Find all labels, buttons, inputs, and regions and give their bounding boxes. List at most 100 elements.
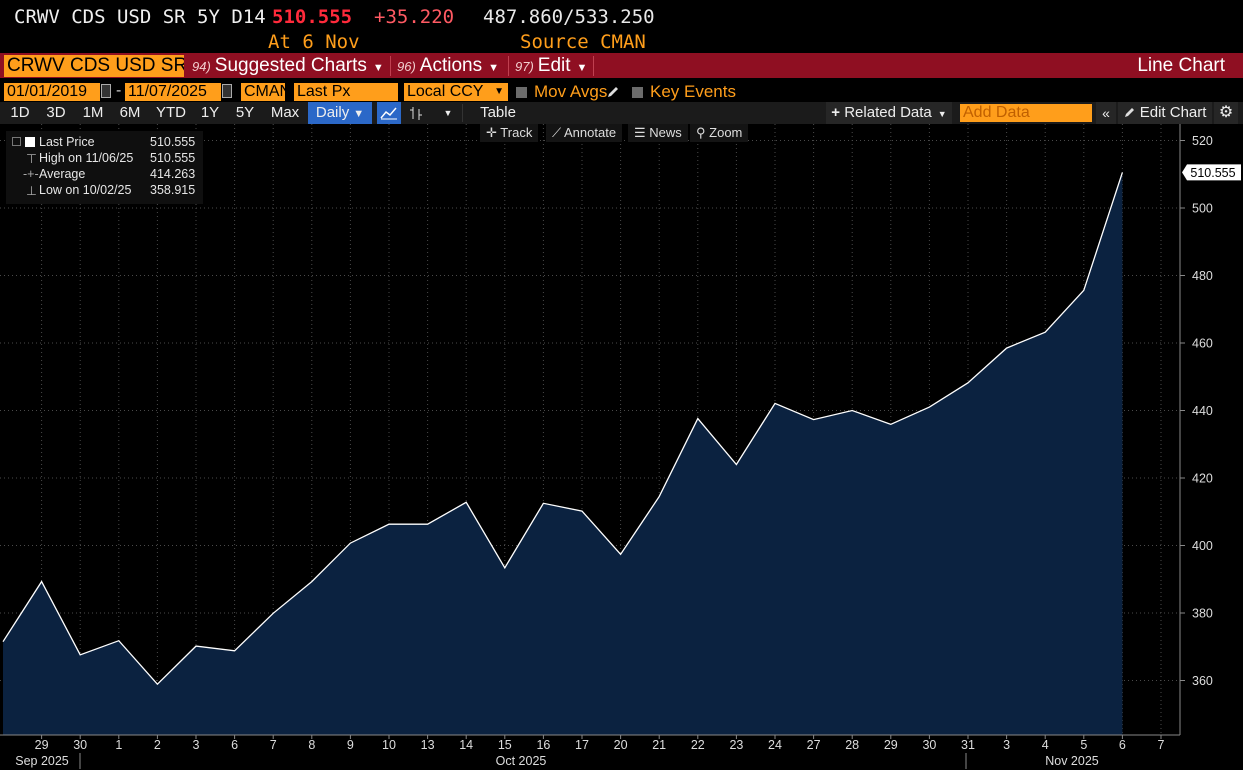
menu-number: 94) bbox=[192, 59, 211, 74]
y-tick-label: 380 bbox=[1192, 607, 1213, 621]
end-date-field[interactable]: 11/07/2025 bbox=[125, 83, 221, 101]
start-date-field[interactable]: 01/01/2019 bbox=[4, 83, 100, 101]
period-1y[interactable]: 1Y bbox=[200, 104, 220, 121]
x-tick-label: 20 bbox=[614, 738, 628, 752]
legend-label: Average bbox=[39, 167, 86, 181]
legend-label: Low on 10/02/25 bbox=[39, 183, 132, 197]
x-tick-label: 28 bbox=[845, 738, 859, 752]
bar-chart-icon[interactable] bbox=[404, 102, 428, 124]
x-tick-label: 3 bbox=[1003, 738, 1010, 752]
x-tick-label: 1 bbox=[115, 738, 122, 752]
suggested-charts-menu[interactable]: 94) Suggested Charts ▼ bbox=[192, 53, 384, 78]
menu-divider bbox=[508, 56, 509, 76]
period-6m[interactable]: 6M bbox=[119, 104, 141, 121]
y-tick-label: 360 bbox=[1192, 674, 1213, 688]
pricing-source: Source CMAN bbox=[520, 31, 646, 53]
plus-icon: + bbox=[831, 104, 841, 121]
calendar-icon[interactable] bbox=[222, 84, 232, 98]
caret-down-icon: ▼ bbox=[937, 109, 947, 119]
legend-label: High on 11/06/25 bbox=[39, 151, 134, 165]
security-field[interactable]: CRWV CDS USD SR 5Y D14 bbox=[4, 55, 184, 77]
x-tick-label: 6 bbox=[231, 738, 238, 752]
x-tick-label: 14 bbox=[459, 738, 473, 752]
month-label: Nov 2025 bbox=[1045, 754, 1099, 768]
related-data-button[interactable]: + Related Data ▼ bbox=[826, 102, 952, 124]
x-tick-label: 5 bbox=[1080, 738, 1087, 752]
edit-chart-label: Edit Chart bbox=[1139, 104, 1207, 121]
x-tick-label: 7 bbox=[270, 738, 277, 752]
collapse-legend-icon[interactable] bbox=[12, 137, 21, 146]
x-tick-label: 29 bbox=[884, 738, 898, 752]
key-events-checkbox[interactable] bbox=[632, 87, 643, 98]
zoom-label: Zoom bbox=[709, 125, 743, 140]
period-1m[interactable]: 1M bbox=[82, 104, 104, 121]
low-marker-icon: ⊥ bbox=[26, 184, 37, 198]
suggested-charts-label: Suggested Charts bbox=[214, 55, 367, 76]
y-tick-label: 420 bbox=[1192, 472, 1213, 486]
calendar-icon[interactable] bbox=[101, 84, 111, 98]
annotate-tool[interactable]: ⟋ Annotate bbox=[546, 124, 623, 142]
average-marker-icon: -+- bbox=[23, 167, 39, 181]
track-label: Track bbox=[500, 125, 533, 140]
pencil-icon[interactable] bbox=[606, 85, 620, 99]
source-field[interactable]: CMAN bbox=[241, 83, 285, 101]
price-change: +35.220 bbox=[374, 6, 455, 28]
date-dash: - bbox=[116, 82, 122, 99]
legend-value: 358.915 bbox=[150, 183, 196, 197]
legend-value: 510.555 bbox=[150, 151, 196, 165]
zoom-tool[interactable]: ⚲ Zoom bbox=[690, 124, 749, 142]
month-label: Oct 2025 bbox=[496, 754, 547, 768]
edit-menu[interactable]: 97) Edit ▼ bbox=[515, 53, 587, 78]
caret-down-icon: ▼ bbox=[494, 86, 504, 97]
security-title: CRWV CDS USD SR 5Y D14 bbox=[14, 6, 266, 28]
actions-menu[interactable]: 96) Actions ▼ bbox=[397, 53, 499, 78]
annotate-label: Annotate bbox=[564, 125, 617, 140]
series-swatch bbox=[25, 137, 35, 147]
caret-down-icon: ▼ bbox=[353, 108, 365, 120]
x-tick-label: 13 bbox=[421, 738, 435, 752]
toolbar-divider bbox=[462, 104, 463, 122]
line-chart-icon[interactable] bbox=[377, 102, 401, 124]
collapse-icon[interactable]: « bbox=[1096, 102, 1116, 124]
mov-avgs-checkbox[interactable] bbox=[516, 87, 527, 98]
table-button[interactable]: Table bbox=[480, 104, 516, 121]
actions-label: Actions bbox=[419, 55, 483, 76]
x-tick-label: 22 bbox=[691, 738, 705, 752]
month-label: Sep 2025 bbox=[15, 754, 69, 768]
y-tick-label: 480 bbox=[1192, 269, 1213, 283]
line-icon: ⟋ bbox=[552, 125, 562, 140]
x-tick-label: 29 bbox=[35, 738, 49, 752]
x-tick-label: 10 bbox=[382, 738, 396, 752]
legend-label: Last Price bbox=[39, 135, 95, 149]
period-1d[interactable]: 1D bbox=[10, 104, 30, 121]
chart-type-label: Line Chart bbox=[1137, 55, 1225, 76]
y-tick-label: 440 bbox=[1192, 404, 1213, 418]
legend-box bbox=[6, 131, 203, 204]
last-value-tag bbox=[1182, 164, 1241, 181]
price-field[interactable]: Last Px bbox=[294, 83, 398, 101]
x-tick-label: 4 bbox=[1042, 738, 1049, 752]
y-tick-label: 520 bbox=[1192, 134, 1213, 148]
news-tool[interactable]: ☰ News bbox=[628, 124, 688, 142]
period-ytd[interactable]: YTD bbox=[156, 104, 186, 121]
last-value-label: 510.555 bbox=[1190, 166, 1235, 180]
menu-divider bbox=[390, 56, 391, 76]
caret-down-icon: ▼ bbox=[576, 62, 588, 74]
caret-down-icon[interactable]: ▼ bbox=[443, 108, 453, 118]
x-tick-label: 9 bbox=[347, 738, 354, 752]
frequency-label: Daily bbox=[315, 104, 350, 121]
x-tick-label: 21 bbox=[652, 738, 666, 752]
frequency-dropdown[interactable]: Daily ▼ bbox=[308, 102, 372, 124]
period-5y[interactable]: 5Y bbox=[235, 104, 255, 121]
mov-avgs-label: Mov Avgs bbox=[534, 82, 608, 101]
period-3d[interactable]: 3D bbox=[46, 104, 66, 121]
period-max[interactable]: Max bbox=[270, 104, 300, 121]
gear-icon[interactable]: ⚙ bbox=[1214, 102, 1238, 124]
edit-chart-button[interactable]: Edit Chart bbox=[1118, 102, 1212, 124]
add-data-input[interactable]: Add Data bbox=[960, 104, 1092, 122]
menu-bar bbox=[0, 53, 1243, 78]
track-tool[interactable]: ✛ Track bbox=[480, 124, 539, 142]
crosshair-icon: ✛ bbox=[486, 125, 497, 140]
currency-field[interactable]: Local CCY ▼ bbox=[404, 83, 508, 101]
